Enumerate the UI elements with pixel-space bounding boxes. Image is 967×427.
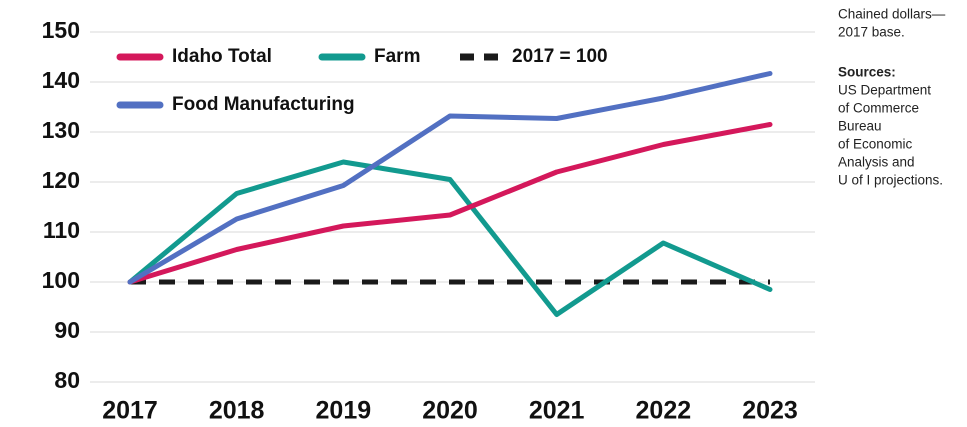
x-tick-label: 2022 xyxy=(636,397,692,425)
y-tick-label: 110 xyxy=(43,217,80,243)
legend-label: Food Manufacturing xyxy=(172,94,355,115)
x-tick-label: 2020 xyxy=(422,397,478,425)
series-line xyxy=(127,159,773,317)
y-tick-label: 90 xyxy=(54,317,80,343)
legend-label: Idaho Total xyxy=(172,46,272,67)
series-line xyxy=(127,71,773,285)
x-tick-label: 2023 xyxy=(742,397,798,425)
legend-label: 2017 = 100 xyxy=(512,46,608,67)
legend-label: Farm xyxy=(374,46,420,67)
x-tick-label: 2018 xyxy=(209,397,265,425)
note: 2017 base. xyxy=(838,25,905,40)
y-tick-label: 80 xyxy=(54,367,80,393)
source: US Department xyxy=(838,83,931,98)
y-tick-label: 140 xyxy=(42,67,80,93)
y-tick-label: 120 xyxy=(42,167,80,193)
series-line xyxy=(127,122,773,285)
x-tick-label: 2021 xyxy=(529,397,585,425)
source: Bureau xyxy=(838,119,882,134)
note: Chained dollars— xyxy=(838,7,946,22)
source: U of I projections. xyxy=(838,173,943,188)
x-tick-label: 2019 xyxy=(316,397,372,425)
x-tick-label: 2017 xyxy=(102,397,158,425)
source: Analysis and xyxy=(838,155,915,170)
y-tick-label: 100 xyxy=(42,267,80,293)
source: of Economic xyxy=(838,137,913,152)
sources-title: Sources: xyxy=(838,65,896,80)
y-tick-label: 150 xyxy=(42,17,80,43)
y-tick-label: 130 xyxy=(42,117,80,143)
source: of Commerce xyxy=(838,101,919,116)
